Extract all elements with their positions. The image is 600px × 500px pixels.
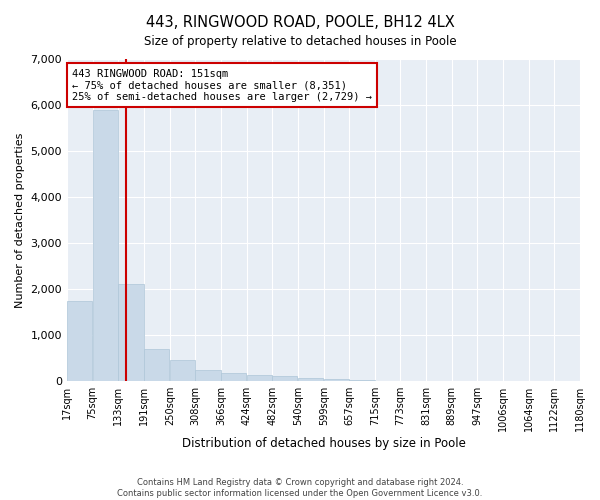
Y-axis label: Number of detached properties: Number of detached properties [15,132,25,308]
Bar [324,379,349,381]
Bar [196,370,221,381]
Bar [349,380,374,381]
Text: 443 RINGWOOD ROAD: 151sqm
← 75% of detached houses are smaller (8,351)
25% of se: 443 RINGWOOD ROAD: 151sqm ← 75% of detac… [72,68,372,102]
Bar [272,376,298,381]
Text: Size of property relative to detached houses in Poole: Size of property relative to detached ho… [143,35,457,48]
Text: 443, RINGWOOD ROAD, POOLE, BH12 4LX: 443, RINGWOOD ROAD, POOLE, BH12 4LX [146,15,454,30]
X-axis label: Distribution of detached houses by size in Poole: Distribution of detached houses by size … [182,437,466,450]
Bar [298,378,323,381]
Bar [144,349,169,381]
Text: Contains HM Land Registry data © Crown copyright and database right 2024.
Contai: Contains HM Land Registry data © Crown c… [118,478,482,498]
Bar [67,300,92,381]
Bar [170,360,195,381]
Bar [247,375,272,381]
Bar [118,284,143,381]
Bar [92,110,118,381]
Bar [221,373,247,381]
